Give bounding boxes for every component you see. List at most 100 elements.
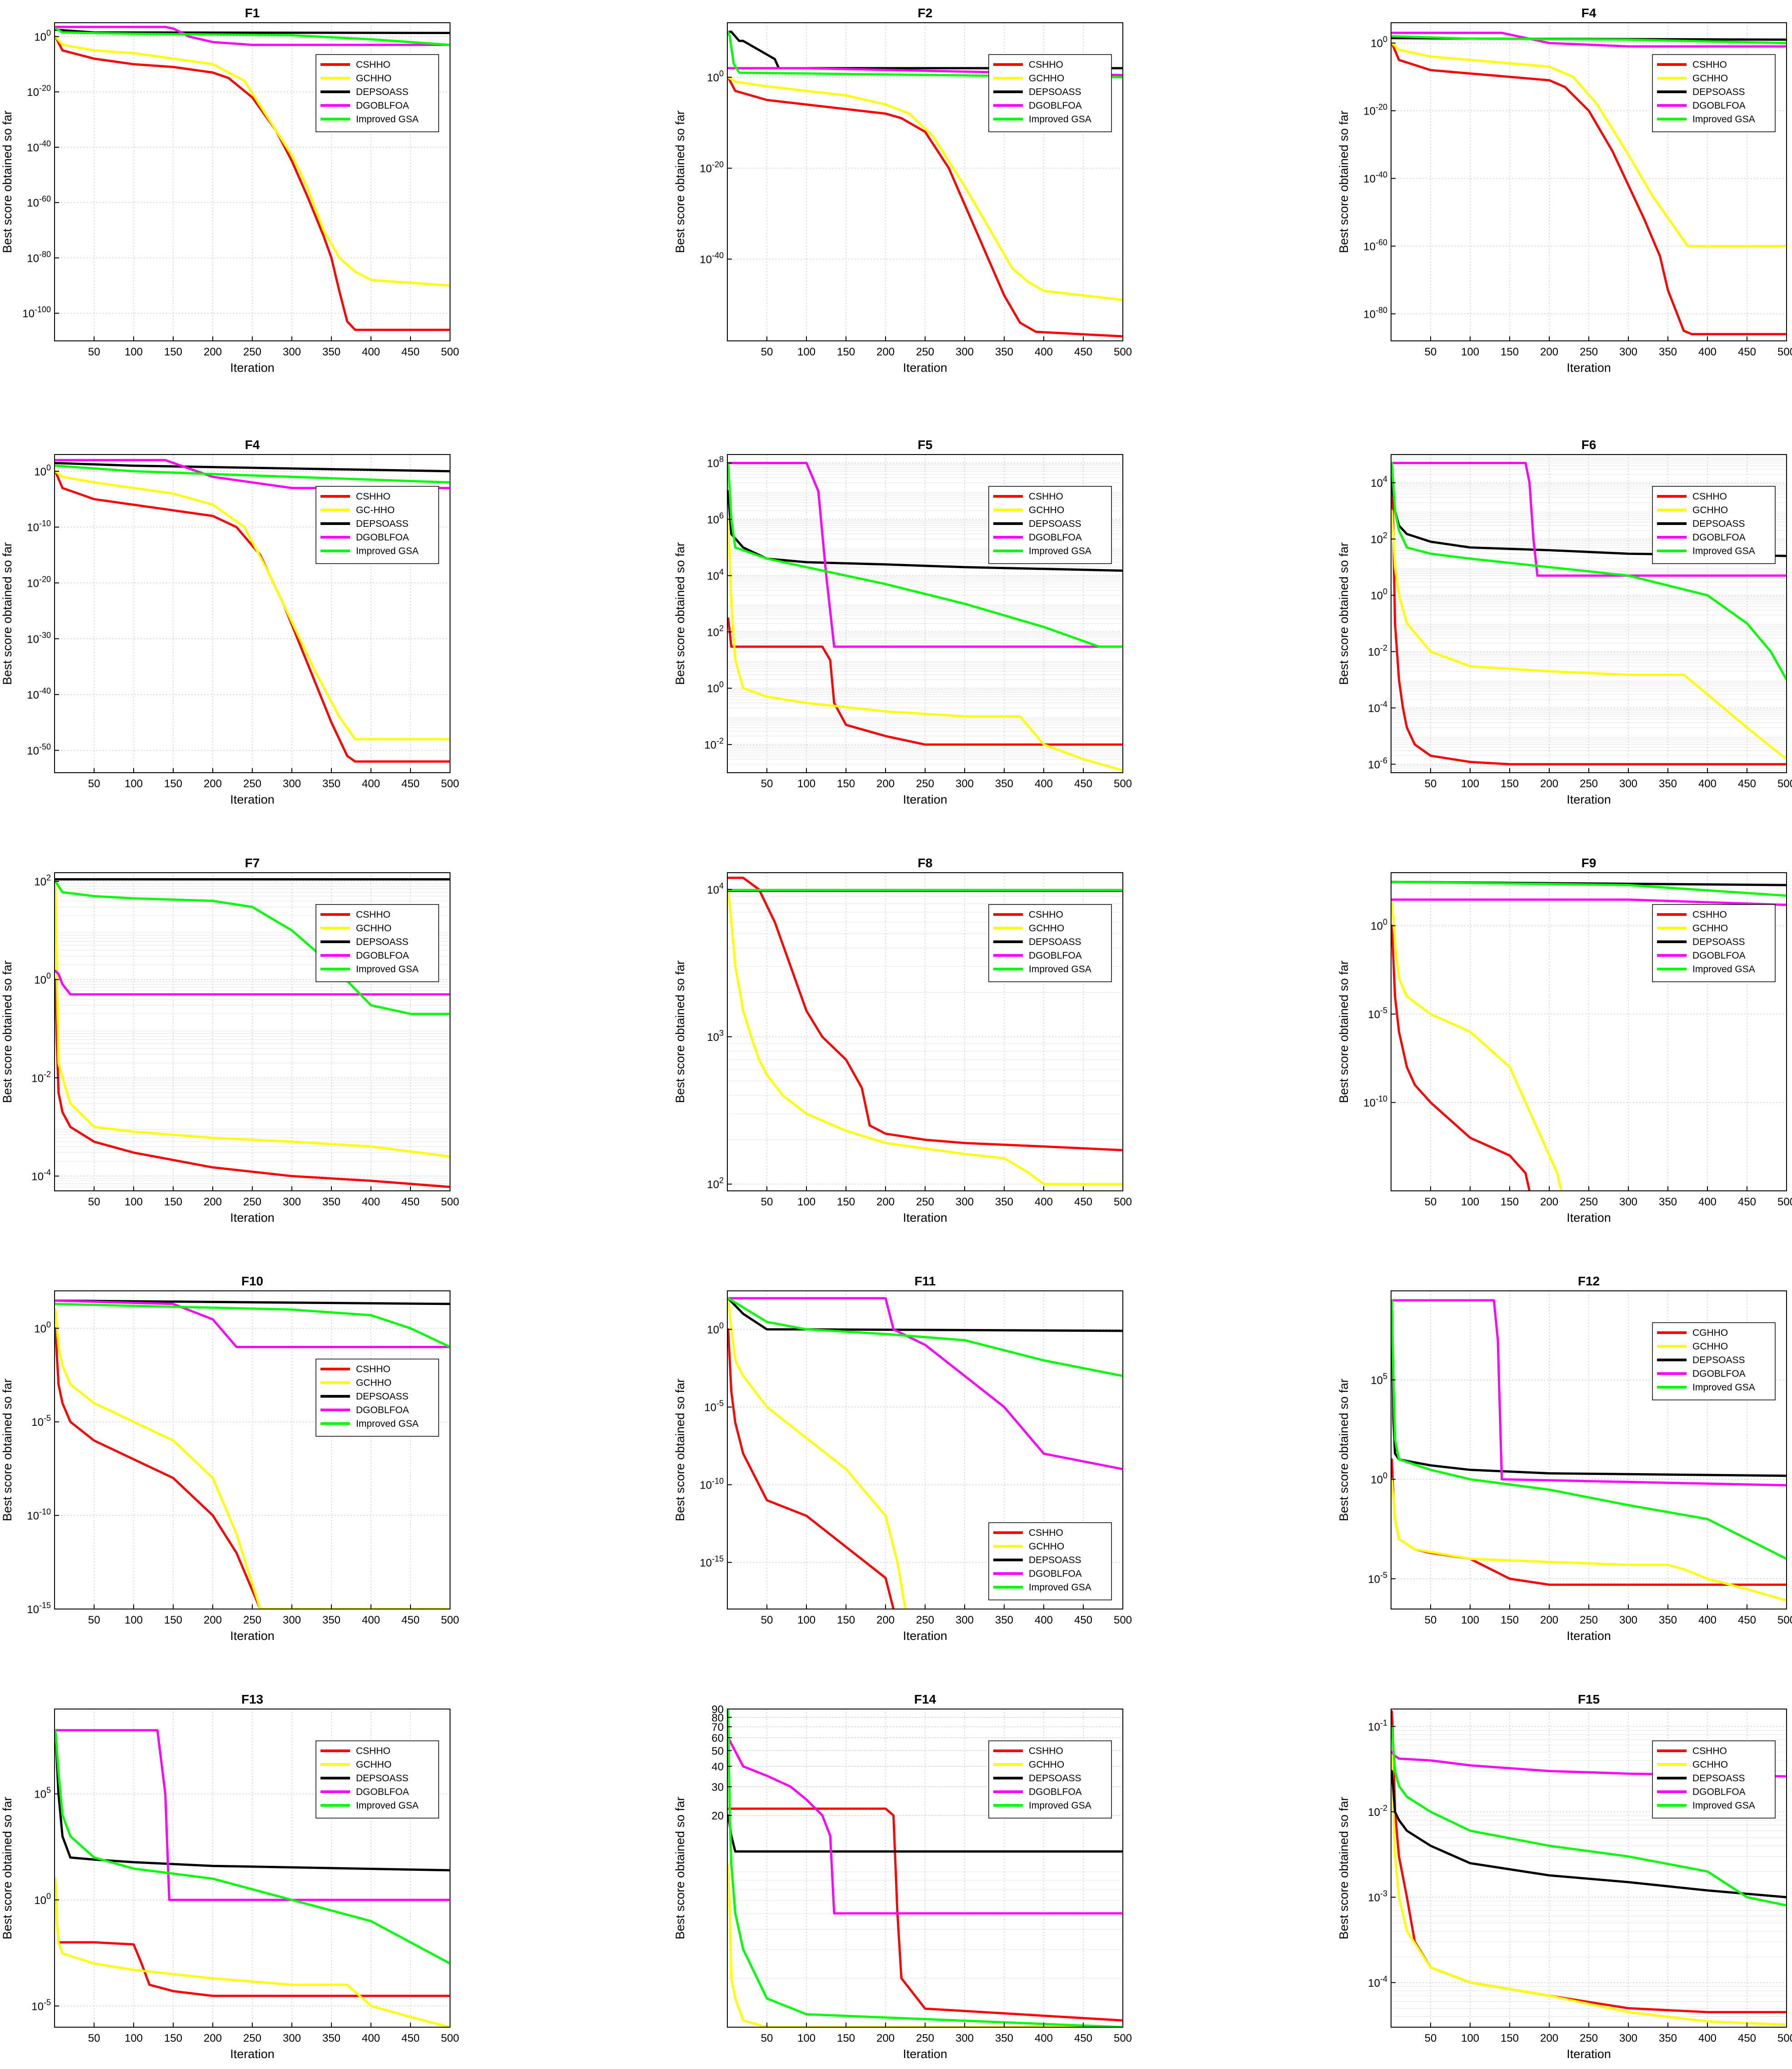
x-tick-label: 50 <box>88 1196 100 1208</box>
x-axis-label: Iteration <box>230 361 275 375</box>
x-tick-label: 100 <box>125 1196 143 1208</box>
x-tick-label: 100 <box>797 2032 816 2044</box>
x-tick-label: 450 <box>1074 2032 1092 2044</box>
y-tick-label: 10-5 <box>704 1399 724 1414</box>
y-tick-label: 10-20 <box>1363 103 1387 118</box>
x-tick-label: 200 <box>876 1614 895 1626</box>
x-tick-label: 400 <box>1035 1196 1053 1208</box>
y-tick-label: 10-5 <box>31 1414 51 1429</box>
series-line-gchho <box>727 518 1123 772</box>
y-tick-label: 108 <box>707 455 724 470</box>
legend-label: GCHHO <box>1029 923 1064 934</box>
x-tick-label: 350 <box>1659 1196 1677 1208</box>
y-tick-label: 10-2 <box>31 1069 51 1084</box>
panel-f8: 50 100 150 200 250 300 350 400 450 500 102 103 104 F8… <box>673 856 1132 1224</box>
chart-title: F9 <box>1582 856 1597 870</box>
series-line-gc-hho <box>55 470 450 740</box>
legend-label: DGOBLFOA <box>356 532 409 543</box>
y-tick-label: 10-10 <box>27 519 51 534</box>
x-tick-label: 50 <box>1425 2032 1437 2044</box>
legend-label: DEPSOASS <box>1029 937 1081 947</box>
legend-label: DGOBLFOA <box>1029 1787 1082 1797</box>
series-line-depsoass <box>1391 1770 1787 1899</box>
x-tick-label: 400 <box>1698 1614 1717 1626</box>
x-tick-label: 150 <box>164 1196 182 1208</box>
y-tick-label: 102 <box>34 873 51 888</box>
series-group <box>1391 880 1787 1191</box>
y-tick-label: 102 <box>707 1176 724 1191</box>
y-tick-label: 100 <box>1371 1471 1387 1486</box>
x-tick-label: 100 <box>797 346 816 358</box>
y-tick-label: 10-40 <box>27 686 51 701</box>
x-tick-label: 250 <box>243 1196 261 1208</box>
x-tick-label: 50 <box>88 2032 100 2044</box>
x-tick-label: 250 <box>916 2032 934 2044</box>
y-tick-label: 10-10 <box>1363 1094 1387 1109</box>
x-tick-label: 450 <box>401 1614 420 1626</box>
y-tick-label: 10-40 <box>1363 170 1387 185</box>
x-tick-label: 100 <box>797 1196 816 1208</box>
legend-label: GCHHO <box>1029 73 1064 84</box>
y-axis-label: Best score obtained so far <box>1337 1379 1351 1521</box>
chart-title: F8 <box>918 856 933 870</box>
x-tick-label: 400 <box>1035 778 1053 790</box>
x-tick-label: 200 <box>1540 346 1558 358</box>
series-line-improved-gsa <box>1391 462 1787 681</box>
panel-f11: 50 100 150 200 250 300 350 400 450 500 100 10-5 10-1… <box>673 1274 1132 1643</box>
legend-label: Improved GSA <box>356 114 419 125</box>
series-line-dgoblfoa <box>55 1729 450 1901</box>
legend: CSHHO GCHHO DEPSOASS DGOBLFOA Improved GSA <box>1652 904 1776 982</box>
x-tick-label: 500 <box>1114 778 1132 790</box>
major-grid <box>727 23 1123 341</box>
x-tick-label: 500 <box>1777 1196 1792 1208</box>
y-axis-label: Best score obtained so far <box>1337 1797 1351 1939</box>
panel-f4: 50 100 150 200 250 300 350 400 450 500 100 10-10 10-… <box>0 438 459 806</box>
y-tick-label: 40 <box>711 1761 724 1773</box>
x-tick-label: 100 <box>125 1614 143 1626</box>
y-tick-label: 10-5 <box>1368 1006 1387 1021</box>
y-tick-label: 10-6 <box>1368 756 1387 771</box>
y-tick-label: 100 <box>1371 35 1387 50</box>
x-tick-label: 300 <box>283 778 301 790</box>
legend: CSHHO GCHHO DEPSOASS DGOBLFOA Improved GSA <box>1652 54 1776 132</box>
x-tick-label: 50 <box>1425 346 1437 358</box>
legend-label: DEPSOASS <box>1692 1773 1745 1784</box>
y-tick-label: 100 <box>34 1320 51 1335</box>
legend: CSHHO GCHHO DEPSOASS DGOBLFOA Improved GSA <box>988 904 1112 982</box>
series-line-gchho <box>727 1297 906 1609</box>
legend-label: GCHHO <box>1029 1759 1064 1770</box>
x-tick-label: 150 <box>837 778 855 790</box>
x-tick-label: 400 <box>1698 2032 1717 2044</box>
x-tick-label: 200 <box>876 346 895 358</box>
legend-label: Improved GSA <box>356 964 419 975</box>
x-tick-label: 450 <box>1074 346 1092 358</box>
panel-f4: 50 100 150 200 250 300 350 400 450 500 100 10-20 10-… <box>1337 6 1792 375</box>
y-tick-label: 60 <box>711 1732 724 1744</box>
panel-f6: 50 100 150 200 250 300 350 400 450 500 10-6 10-4 10-… <box>1337 438 1792 806</box>
x-tick-label: 450 <box>1074 1196 1092 1208</box>
x-axis-label: Iteration <box>230 793 275 806</box>
x-tick-label: 250 <box>916 778 934 790</box>
series-group <box>727 462 1123 772</box>
y-axis-label: Best score obtained so far <box>0 110 14 253</box>
legend: CSHHO GCHHO DEPSOASS DGOBLFOA Improved GSA <box>315 904 439 982</box>
series-line-dgoblfoa <box>727 1736 1123 1915</box>
legend-label: DGOBLFOA <box>356 950 409 961</box>
y-axis-label: Best score obtained so far <box>673 1797 687 1939</box>
series-line-dgoblfoa <box>1391 462 1787 577</box>
series-line-improved-gsa <box>55 27 450 46</box>
y-tick-label: 100 <box>34 463 51 478</box>
y-tick-label: 10-3 <box>1368 1889 1387 1904</box>
chart-title: F14 <box>914 1692 936 1706</box>
x-tick-label: 400 <box>362 778 380 790</box>
x-tick-label: 400 <box>362 346 380 358</box>
series-line-improved-gsa <box>55 880 450 1015</box>
x-tick-label: 100 <box>797 778 816 790</box>
legend-label: GC-HHO <box>356 505 395 515</box>
x-tick-label: 50 <box>88 346 100 358</box>
legend-label: GCHHO <box>1029 1541 1064 1552</box>
legend-label: Improved GSA <box>1692 546 1755 556</box>
x-tick-label: 250 <box>243 2032 261 2044</box>
legend: CSHHO GCHHO DEPSOASS DGOBLFOA Improved GSA <box>988 486 1112 564</box>
legend-label: Improved GSA <box>1029 1582 1091 1593</box>
